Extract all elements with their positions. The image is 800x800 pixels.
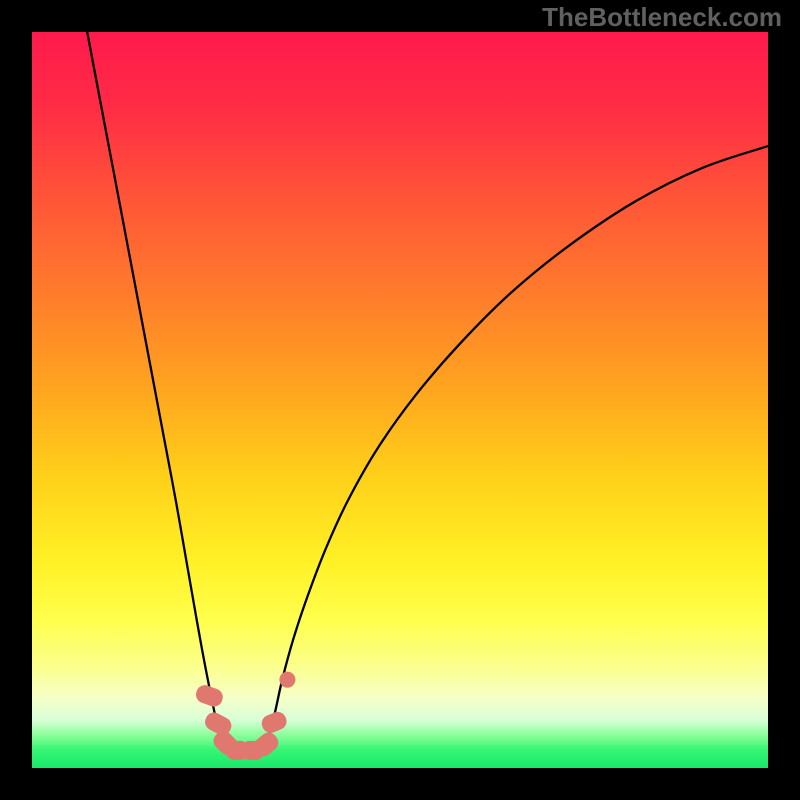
curve-marker — [280, 672, 295, 687]
plot-area — [32, 32, 768, 768]
chart-svg — [32, 32, 768, 768]
watermark-text: TheBottleneck.com — [542, 2, 782, 33]
gradient-background — [32, 32, 768, 768]
